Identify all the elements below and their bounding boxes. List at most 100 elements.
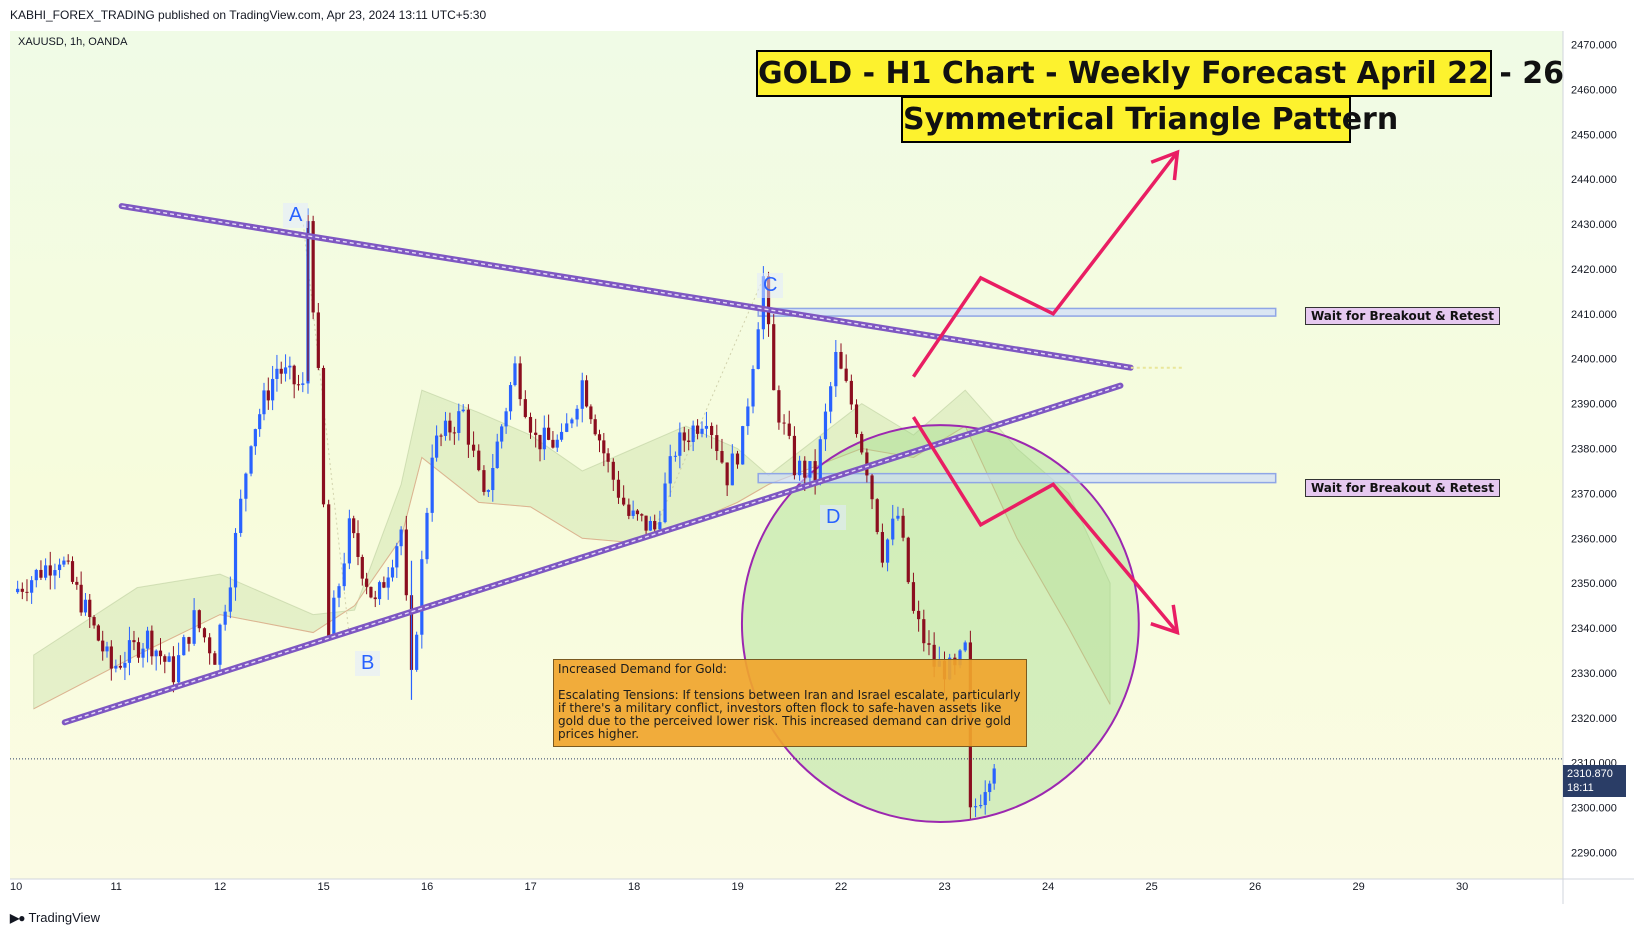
candle-body [471, 444, 476, 451]
candle-body [20, 588, 24, 592]
candle-body [311, 221, 315, 313]
candle-body [766, 276, 771, 325]
candle-body [141, 648, 145, 658]
candle-body [145, 630, 150, 649]
candle-body [83, 599, 88, 613]
candle-body [266, 390, 270, 401]
candle-body [584, 380, 589, 407]
candle-body [262, 390, 266, 415]
candle-body [792, 435, 797, 476]
candle-body [439, 435, 443, 437]
candle-body [528, 416, 533, 433]
candle-body [901, 515, 905, 538]
candle-body [988, 783, 992, 793]
candle-body [48, 565, 52, 576]
x-tick-label: 26 [1249, 881, 1261, 893]
candle-body [88, 599, 92, 618]
candle-body [906, 537, 910, 583]
candle-body [154, 650, 158, 657]
candle-body [443, 420, 448, 436]
candle-body [818, 439, 822, 481]
candle-body [288, 365, 292, 368]
y-tick-label: 2390.000 [1571, 399, 1617, 411]
x-tick-label: 22 [835, 881, 847, 893]
candle-body [875, 499, 879, 533]
triangle-upper-dash [121, 205, 1131, 369]
candle-body [500, 426, 504, 442]
candle-body [798, 460, 802, 476]
candle-body [803, 460, 807, 478]
candle-body [316, 312, 320, 368]
candle-body [973, 806, 978, 808]
candle-body [275, 368, 279, 379]
x-tick-label: 25 [1146, 881, 1158, 893]
y-tick-label: 2460.000 [1571, 84, 1617, 96]
candle-body [415, 634, 419, 670]
y-tick-label: 2330.000 [1571, 668, 1617, 680]
candle-body [782, 422, 786, 424]
publisher-header: KABHI_FOREX_TRADING published on Trading… [10, 8, 487, 22]
tradingview-footer[interactable]: ▶● TradingView [10, 910, 100, 925]
candle-body [430, 457, 434, 513]
candle-body [756, 329, 760, 369]
candle-body [187, 637, 191, 644]
note-body: Escalating Tensions: If tensions between… [558, 688, 1021, 741]
candle-body [704, 425, 709, 429]
candle-body [653, 520, 657, 530]
candle-body [382, 582, 386, 588]
candle-body [710, 425, 714, 436]
candle-body [602, 440, 606, 454]
candle-body [34, 569, 38, 581]
candle-body [854, 404, 859, 435]
candle-body [627, 504, 631, 516]
candle-body [720, 451, 724, 463]
candle-body [896, 515, 900, 519]
x-tick-label: 12 [214, 881, 226, 893]
candle-body [829, 386, 833, 412]
bearish-arrow-head [1150, 604, 1180, 636]
candle-body [16, 588, 20, 593]
candle-body [777, 390, 781, 423]
candle-body [482, 470, 486, 492]
candle-body [279, 368, 283, 374]
candle-body [352, 518, 356, 534]
candle-body [435, 435, 439, 458]
x-tick-label: 10 [10, 881, 22, 893]
candle-body [39, 569, 43, 578]
candle-body [365, 578, 369, 587]
candle-body [691, 425, 695, 442]
candle-body [452, 432, 456, 434]
candle-body [66, 560, 70, 562]
candle-body [92, 617, 96, 626]
candle-body [922, 619, 926, 644]
candle-body [218, 624, 222, 665]
candle-body [523, 399, 527, 417]
y-tick-label: 2300.000 [1571, 803, 1617, 815]
symbol-info[interactable]: XAUUSD, 1h, OANDA [18, 36, 128, 48]
point-label-a: A [283, 203, 309, 228]
candle-body [399, 529, 403, 547]
candle-body [239, 498, 243, 533]
candle-body [118, 665, 122, 668]
candle-body [559, 431, 564, 440]
y-tick-label: 2350.000 [1571, 578, 1617, 590]
candle-body [158, 650, 163, 657]
candle-body [253, 429, 257, 447]
candle-body [570, 419, 574, 424]
candle-body [870, 475, 874, 500]
candle-body [534, 432, 538, 435]
candle-body [425, 512, 429, 560]
candle-body [457, 411, 461, 433]
candle-body [715, 435, 719, 452]
candle-body [332, 597, 336, 637]
candle-body [513, 363, 517, 386]
candle-body [808, 461, 812, 478]
candle-body [640, 514, 644, 516]
candle-body [885, 539, 890, 563]
y-tick-label: 2420.000 [1571, 264, 1617, 276]
x-tick-label: 19 [732, 881, 744, 893]
x-tick-label: 11 [111, 881, 122, 893]
candle-body [132, 640, 136, 643]
candle-body [551, 439, 555, 448]
